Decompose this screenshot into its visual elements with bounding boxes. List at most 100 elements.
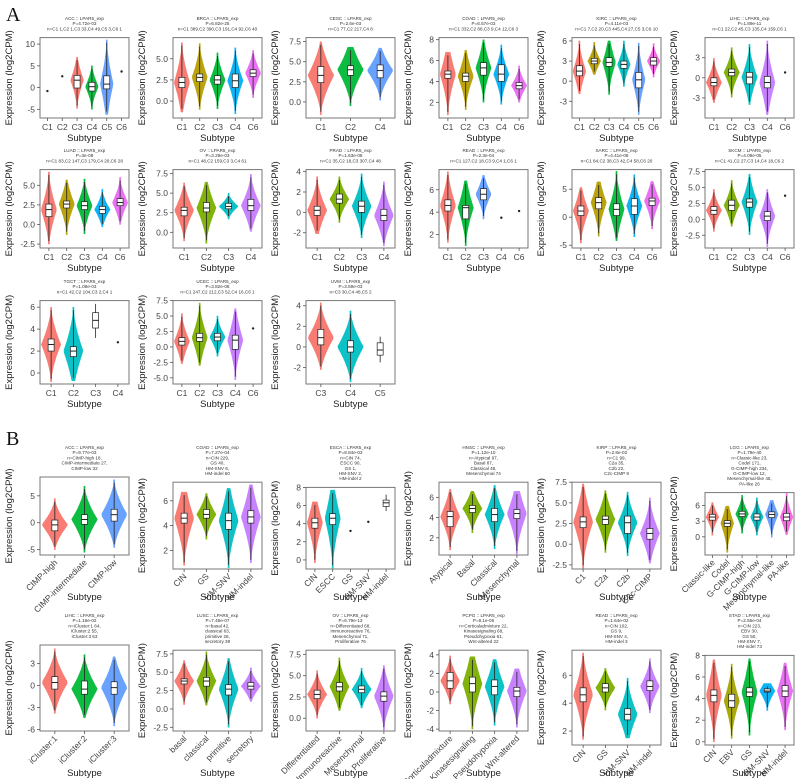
- plot-title-line: C2c-CIMP 9: [604, 471, 629, 476]
- violin-c1: [573, 483, 593, 569]
- violin-ebv: [723, 663, 740, 739]
- y-axis-label: Expression (log2CPM): [270, 30, 281, 125]
- violin-plot-kirc-a: KIRC :: LPAR5_exp P=4.11e-03 n=C1 7,C2 20,…: [532, 14, 665, 144]
- x-axis-label: Subtype: [599, 133, 634, 144]
- violin-c6: [112, 177, 128, 225]
- violin-c3: [92, 303, 99, 338]
- x-tick-label: C1: [312, 252, 323, 262]
- plot-title-line: Codel 171,: [738, 461, 760, 466]
- y-tick-label: 7.5: [156, 169, 168, 179]
- violin-plot-sarc-a: SARC :: LPAR5_exp P=4.41e-08 n=C1 84,C2 38…: [532, 146, 665, 274]
- y-tick-label: -6: [27, 725, 35, 735]
- x-tick-label: C4: [230, 122, 241, 132]
- y-axis-label: Expression (log2CPM): [403, 161, 414, 256]
- y-tick-label: -2.5: [685, 230, 700, 240]
- x-tick-label: C4: [496, 252, 507, 262]
- y-axis-label: Expression (log2CPM): [4, 30, 15, 125]
- plot-title-line: n=C3 30,C4 48,C5 2: [329, 289, 371, 294]
- x-axis-label: Subtype: [333, 399, 368, 410]
- y-axis-label: Expression (log2CPM): [270, 481, 281, 576]
- y-tick-label: 2.5: [555, 519, 567, 529]
- x-tick-label: C2: [334, 252, 345, 262]
- plot-title-line: ESCA :: LPAR5_exp: [330, 445, 372, 450]
- y-tick-label: 4: [296, 519, 301, 529]
- violin-c3: [209, 52, 226, 109]
- x-tick-label: C3: [72, 122, 83, 132]
- violin-c1: [572, 40, 586, 95]
- plot-title-line: Kinasesignaling 68,: [464, 629, 504, 634]
- violin-c6: [783, 194, 787, 197]
- plot-title-line: n=C1 7,C2 20,C3 445,C4 27,C5 3,C6 10: [575, 26, 658, 31]
- y-tick-label: -2.5: [153, 722, 168, 732]
- x-tick-label: C4: [86, 122, 97, 132]
- y-tick-label: 6: [163, 496, 168, 506]
- y-tick-label: 2: [296, 537, 301, 547]
- plot-title-line: SKCM :: LPAR5_exp: [728, 148, 771, 153]
- x-axis-label: Subtype: [200, 263, 235, 274]
- violin-plot-lgg-b: LGG :: LPAR5_exp P=1.79e-40 n=Classic-like…: [665, 443, 798, 613]
- y-tick-label: -2: [293, 228, 301, 238]
- y-tick-label: -5.0: [153, 373, 168, 383]
- violin-c1: [705, 58, 722, 103]
- x-axis-label: Subtype: [200, 399, 235, 410]
- x-axis-label: Subtype: [466, 592, 501, 603]
- x-axis-label: Subtype: [200, 133, 235, 144]
- y-tick-label: 6: [695, 501, 700, 511]
- y-tick-label: 3: [30, 658, 35, 668]
- plot-title-line: P=8.1e-05: [473, 618, 495, 623]
- x-axis-label: Subtype: [67, 263, 102, 274]
- violin-c1: [440, 51, 456, 116]
- y-axis-label: Expression (log2CPM): [137, 30, 148, 125]
- plot-title-line: classical 63,: [205, 629, 230, 634]
- y-axis-label: Expression (log2CPM): [137, 478, 148, 573]
- plot-title-line: HNSC :: LPAR5_exp: [462, 445, 505, 450]
- violin-immunoreactive: [329, 657, 350, 711]
- violin-hm-snv: [367, 520, 370, 524]
- x-tick-label: C1: [42, 122, 53, 132]
- x-tick-label: C4: [97, 252, 108, 262]
- plot-title-line: Classical 48,: [470, 466, 496, 471]
- plot-title-line: ACC :: LPAR5_exp: [65, 16, 104, 21]
- plot-title-line: n=iCluster:1 64,: [68, 623, 100, 628]
- violin-c3: [76, 178, 93, 235]
- plot-title-line: LUAD :: LPAR5_exp: [64, 148, 106, 153]
- x-tick-label: C3: [212, 388, 223, 398]
- violin-c2: [61, 75, 64, 78]
- violin-c1: [174, 313, 190, 364]
- violin-plot-lusc-b: LUSC :: LPAR5_exp P=7.46e-07 n=basal 42, cl…: [133, 611, 266, 779]
- violin-c6: [647, 43, 660, 78]
- plot-title-line: Basal 87,: [474, 461, 493, 466]
- x-tick-label: CIN: [171, 571, 188, 588]
- y-tick-label: -3: [559, 96, 567, 106]
- y-tick-label: 2.5: [289, 692, 301, 702]
- plot-title-line: CESC :: LPAR5_exp: [329, 16, 371, 21]
- plot-title-line: n=basal 42,: [206, 623, 230, 628]
- y-tick-label: 2: [296, 187, 301, 197]
- x-tick-label: C2: [201, 252, 212, 262]
- x-axis-label: Subtype: [466, 768, 501, 779]
- violin-g-cimp-high: [735, 494, 749, 534]
- x-axis-label: Subtype: [67, 399, 102, 410]
- plot-title-line: P=7.27e-04: [206, 450, 230, 455]
- x-axis-label: Subtype: [732, 133, 767, 144]
- plot-title-line: P=1.08e-03: [73, 284, 97, 289]
- plot-title-line: n=CIN 223,: [738, 623, 761, 628]
- violin-c6: [783, 71, 787, 74]
- x-tick-label: C1: [573, 571, 588, 586]
- plot-title-line: P=4.09e-05: [738, 153, 762, 158]
- violin-mesenchymal: [351, 667, 372, 709]
- x-tick-label: C4: [230, 388, 241, 398]
- x-tick-label: C6: [647, 252, 658, 262]
- plot-title-line: n=C1 22,C2 45,C3 135,C4 159,C6 1: [712, 26, 787, 31]
- plot-title-line: PCPG :: LPAR5_exp: [462, 613, 505, 618]
- plot-title-line: LIHC :: LPAR5_exp: [730, 16, 770, 21]
- plot-title-line: P=1.79e-40: [738, 450, 762, 455]
- plot-title-line: HM-SNV 2,: [339, 471, 362, 476]
- x-axis-label: Subtype: [333, 592, 368, 603]
- violin-c2: [191, 43, 208, 110]
- plot-title-line: P=4.11e-03: [605, 21, 629, 26]
- violin-c6: [511, 65, 528, 103]
- x-tick-label: C3: [79, 252, 90, 262]
- violin-proliferative: [374, 665, 394, 731]
- x-axis-label: Subtype: [200, 768, 235, 779]
